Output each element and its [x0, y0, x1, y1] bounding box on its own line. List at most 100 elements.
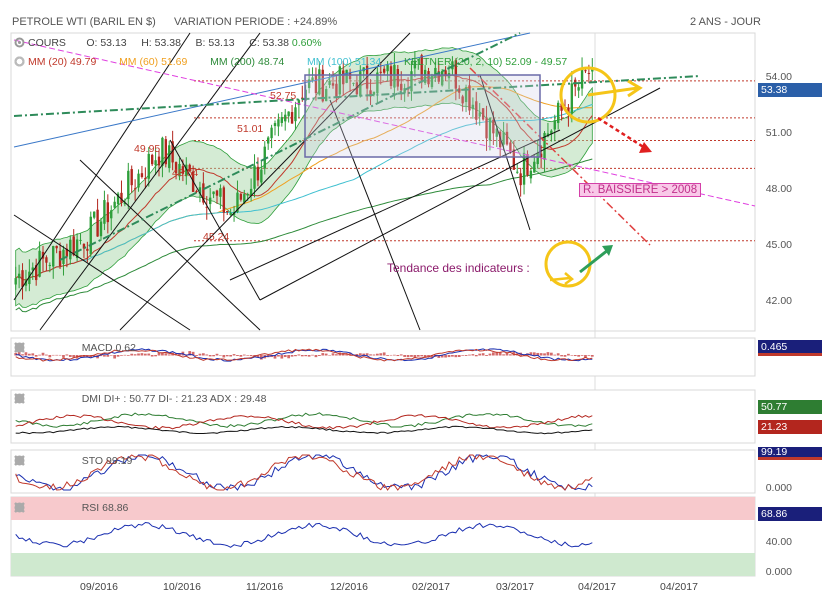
consolidation-box: [304, 74, 541, 158]
macd-histogram-bar: [321, 353, 325, 356]
macd-histogram-bar: [27, 353, 31, 356]
macd-histogram-bar: [556, 353, 560, 356]
candle-body: [65, 248, 69, 257]
macd-histogram-bar: [229, 355, 233, 357]
candle-body: [420, 55, 423, 83]
macd-value: 0.62: [115, 342, 136, 354]
legend-high: H: 53.38: [141, 37, 181, 49]
gear-icon[interactable]: [14, 502, 42, 513]
candle-body: [82, 243, 86, 249]
arrow-down-icon[interactable]: [15, 502, 76, 513]
macd-histogram-bar: [416, 355, 420, 357]
macd-histogram-bar: [375, 353, 379, 356]
macd-histogram-bar: [580, 355, 584, 356]
candle-body: [140, 173, 144, 178]
candle-body: [133, 188, 137, 190]
macd-histogram-bar: [532, 352, 536, 356]
candle-body: [72, 236, 75, 256]
candle-body: [161, 137, 164, 166]
macd-histogram-bar: [413, 355, 417, 358]
dmi-label-row: DMI DI+ : 50.77 DI- : 21.23 ADX : 29.48: [14, 393, 266, 405]
candle-body: [284, 114, 287, 122]
trend-line: [39, 32, 261, 331]
macd-histogram-bar: [31, 353, 35, 356]
arrow-up-icon[interactable]: [15, 502, 59, 513]
candle-body: [580, 68, 584, 89]
gear-icon[interactable]: [14, 455, 42, 466]
gear-icon[interactable]: [14, 37, 25, 48]
candle-body: [127, 170, 130, 200]
x-tick: 09/2016: [80, 581, 118, 593]
macd-histogram-bar: [590, 355, 594, 357]
sto-label-row: STO 99.19: [14, 455, 132, 467]
rsi-mid-tick: 40.00: [765, 536, 792, 548]
gear-icon[interactable]: [14, 56, 401, 67]
candle-body: [212, 191, 215, 195]
macd-histogram-bar: [273, 355, 277, 359]
macd-histogram-bar: [259, 355, 263, 360]
legend-mm60-value: 51.69: [161, 56, 188, 68]
candle-body: [509, 142, 512, 153]
macd-histogram-bar: [331, 353, 335, 356]
mm200-line: [15, 158, 593, 313]
macd-histogram-bar: [126, 355, 130, 356]
candle-body: [92, 211, 96, 218]
macd-histogram-bar: [147, 353, 151, 356]
legend-mm20-value: 49.79: [70, 56, 97, 68]
period-selector[interactable]: 2 ANS - JOUR: [690, 16, 761, 28]
gear-icon[interactable]: [14, 56, 304, 67]
candle-body: [324, 89, 328, 102]
macd-histogram-bar: [164, 353, 168, 356]
gear-icon[interactable]: [14, 56, 207, 67]
macd-histogram-bar: [157, 353, 161, 356]
macd-histogram-bar: [406, 355, 410, 358]
macd-histogram-bar: [123, 354, 127, 356]
candle-body: [328, 81, 331, 85]
macd-histogram-bar: [345, 353, 349, 356]
gear-icon[interactable]: [14, 393, 42, 404]
rsi-tag: 68.86: [758, 507, 822, 521]
macd-histogram-bar: [502, 354, 505, 356]
macd-histogram-bar: [51, 354, 55, 356]
candle-body: [539, 153, 543, 158]
candle-body: [120, 192, 123, 203]
gear-icon[interactable]: [14, 56, 116, 67]
arrow-up-icon[interactable]: [15, 455, 59, 466]
candle-body: [144, 177, 147, 179]
macd-histogram-bar: [509, 354, 512, 356]
macd-histogram-bar: [184, 354, 188, 356]
candle-body: [342, 70, 345, 85]
arrow-up-icon[interactable]: [15, 393, 59, 404]
candle-body: [410, 71, 413, 92]
candle-body: [168, 145, 171, 169]
gear-icon[interactable]: [14, 342, 42, 353]
candle-body: [338, 66, 342, 95]
candle-body: [550, 130, 553, 135]
candle-body: [14, 278, 17, 285]
candle-body: [570, 83, 574, 114]
resistance-line-magenta: [13, 39, 756, 207]
macd-histogram-bar: [103, 355, 106, 357]
macd-histogram-bar: [488, 353, 492, 356]
macd-histogram-bar: [41, 352, 45, 356]
candle-body: [516, 171, 519, 173]
green-up-arrow: [579, 248, 609, 274]
candle-body: [280, 117, 284, 123]
macd-histogram-bar: [242, 354, 246, 356]
arrow-down-icon[interactable]: [15, 342, 76, 353]
candle-body: [335, 83, 338, 98]
arrow-up-icon[interactable]: [15, 342, 59, 353]
legend-mm100: MM (100): [307, 56, 352, 68]
candle-body: [181, 166, 185, 174]
variation-period: VARIATION PERIODE : +24.89%: [174, 16, 338, 28]
arrow-down-icon[interactable]: [15, 455, 76, 466]
arrow-down-icon[interactable]: [15, 393, 76, 404]
macd-histogram-bar: [24, 352, 28, 356]
macd-histogram-bar: [300, 355, 304, 357]
channel-line-green: [13, 75, 701, 117]
macd-histogram-bar: [471, 354, 475, 356]
candle-body: [69, 239, 72, 260]
candle-body: [116, 193, 120, 205]
candle-body: [99, 221, 103, 237]
